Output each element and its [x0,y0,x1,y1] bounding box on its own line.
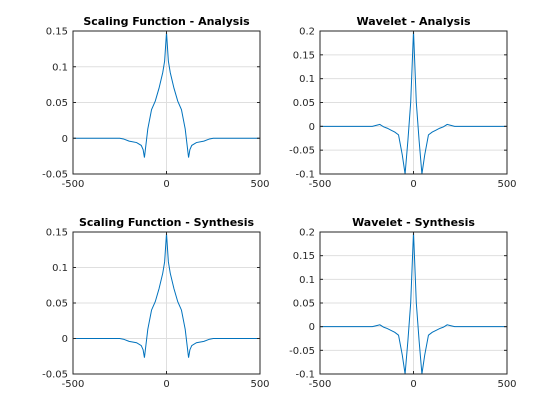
y-tick-label: 0 [309,122,315,133]
y-tick-label: 0.15 [46,27,68,38]
x-tick-label: 0 [410,179,416,190]
x-tick-label: -500 [62,179,85,190]
y-tick-label: 0.05 [293,299,315,310]
x-tick-label: 0 [163,179,169,190]
y-tick-label: -0.05 [42,170,68,181]
y-tick-label: 0.15 [46,228,68,239]
subplot-3: -500 0 500 -0.05 0 0.05 0.1 0.15 Scaling Functio… [42,216,269,390]
y-tick-label: 0.15 [293,50,315,61]
y-tick-label: 0.15 [293,251,315,262]
y-tick-label: 0 [62,134,68,145]
x-tick-label: 0 [410,379,416,390]
y-tick-label: 0 [309,322,315,333]
chart-title: Wavelet - Analysis [356,15,471,28]
x-tick-label: 500 [250,179,269,190]
y-tick-label: 0.05 [46,299,68,310]
y-tick-label: 0.1 [299,275,315,286]
x-tick-label: 500 [497,179,516,190]
x-tick-label: 0 [163,379,169,390]
x-tick-label: -500 [62,379,85,390]
subplot-2: -500 0 500 -0.1 -0.05 0 0.05 0.1 0.15 0.2 Wavelet … [289,15,516,190]
subplot-1: -500 0 500 -0.05 0 0.05 0.1 0.15 Scaling Functio… [42,15,269,190]
y-tick-label: 0.1 [52,263,68,274]
chart-title: Scaling Function - Synthesis [79,216,255,229]
y-tick-label: -0.1 [295,370,315,381]
y-tick-label: 0.05 [293,98,315,109]
y-tick-label: 0.1 [299,74,315,85]
subplot-4: -500 0 500 -0.1 -0.05 0 0.05 0.1 0.15 0.2 Wavelet … [289,216,516,390]
y-tick-label: -0.05 [42,370,68,381]
x-tick-label: 500 [250,379,269,390]
x-tick-label: 500 [497,379,516,390]
y-tick-label: 0.2 [299,27,315,38]
y-tick-label: -0.1 [295,170,315,181]
y-tick-label: 0 [62,334,68,345]
x-tick-label: -500 [309,179,332,190]
y-tick-label: 0.2 [299,228,315,239]
y-tick-label: 0.05 [46,98,68,109]
y-tick-label: 0.1 [52,62,68,73]
y-tick-label: -0.05 [289,346,315,357]
y-tick-label: -0.05 [289,146,315,157]
chart-title: Scaling Function - Analysis [83,15,250,28]
chart-title: Wavelet - Synthesis [352,216,475,229]
x-tick-label: -500 [309,379,332,390]
